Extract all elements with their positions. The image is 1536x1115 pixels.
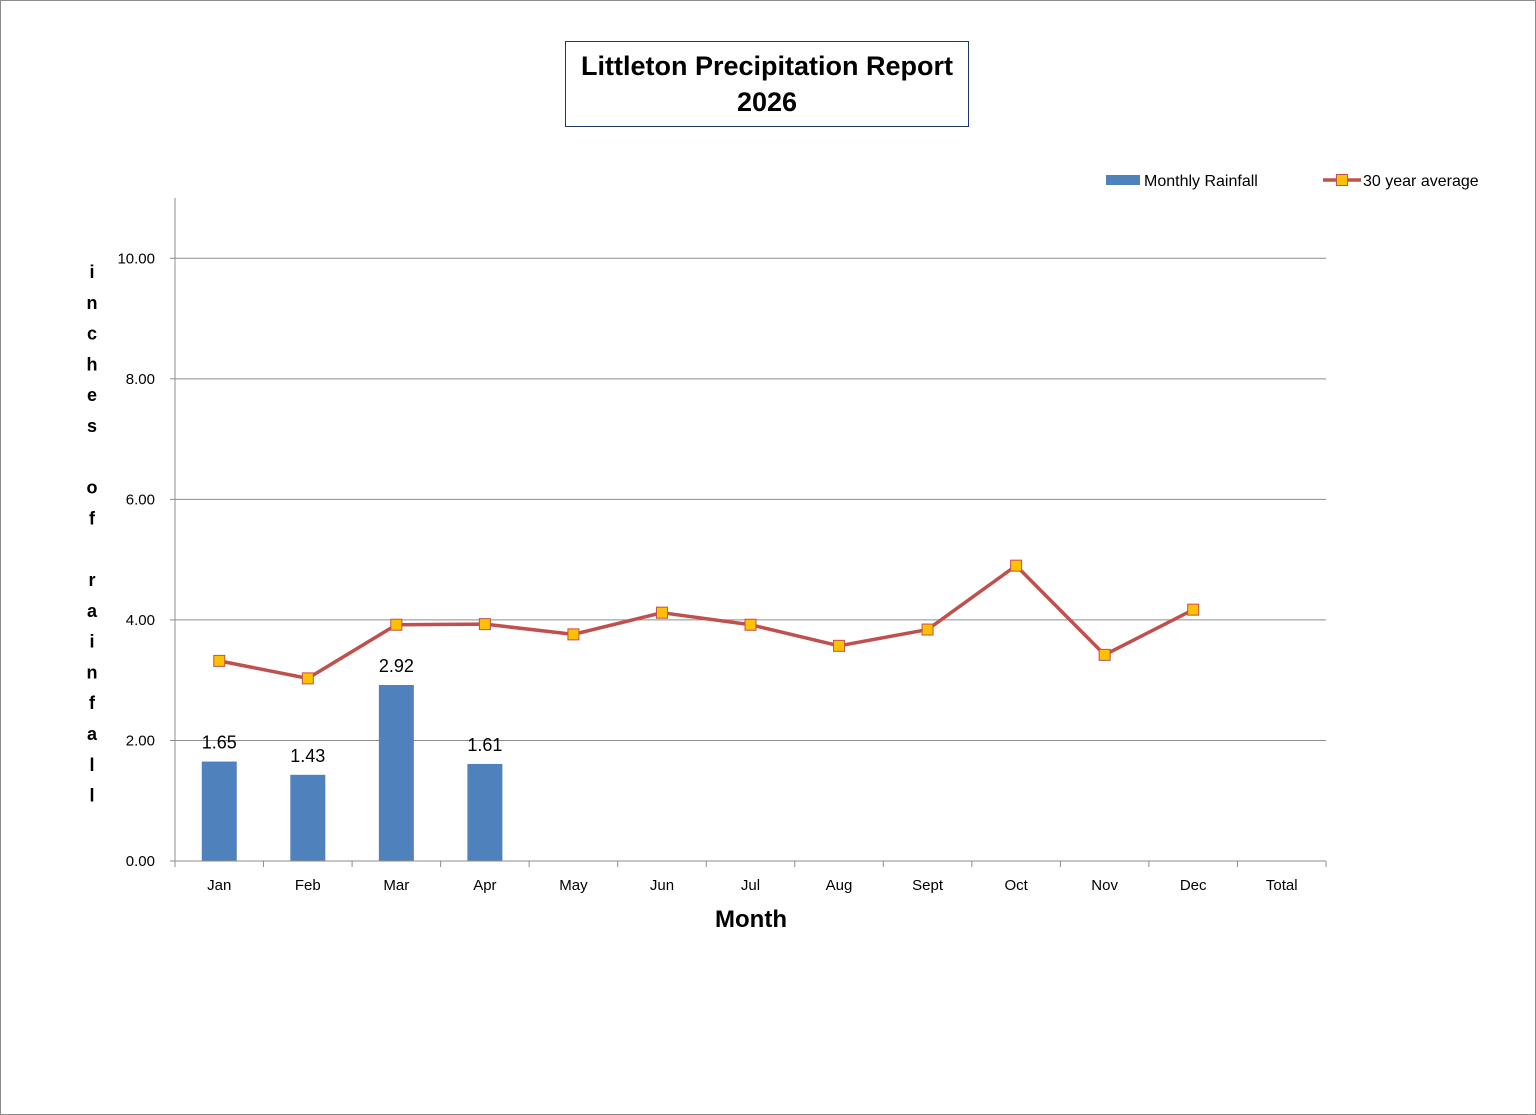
axis-layer xyxy=(170,198,1327,867)
average-marker-mar xyxy=(390,618,403,631)
y-axis-title-char-10: r xyxy=(88,570,95,590)
x-axis-title: Month xyxy=(715,906,787,933)
average-marker-apr xyxy=(478,618,491,631)
average-marker-dec xyxy=(1187,603,1200,616)
chart-title-line-2: 2026 xyxy=(736,87,798,117)
average-marker-aug xyxy=(833,639,846,652)
average-marker-oct xyxy=(1010,559,1023,572)
legend-line-marker xyxy=(1336,174,1348,186)
bar-apr xyxy=(467,763,503,861)
x-tick-label-sept: Sept xyxy=(912,877,944,894)
chart-title-line-1: Littleton Precipitation Report xyxy=(580,51,953,81)
average-marker-feb xyxy=(301,672,314,685)
y-axis-title-char-12: i xyxy=(89,632,94,652)
y-axis-title-char-2: c xyxy=(87,324,97,344)
y-axis-title-char-5: s xyxy=(87,416,97,436)
y-tick-label-4: 8.00 xyxy=(126,371,155,388)
bar-mar xyxy=(378,685,414,861)
data-label-mar: 2.92 xyxy=(379,656,414,676)
y-axis-title-char-1: n xyxy=(87,293,98,313)
legend: Monthly Rainfall 30 year average xyxy=(1106,173,1479,190)
average-marker-nov xyxy=(1098,648,1111,661)
y-tick-label-5: 10.00 xyxy=(117,250,155,267)
y-axis-title-char-15: a xyxy=(87,724,98,744)
y-axis-title-char-8: f xyxy=(89,508,96,528)
average-marker-sept xyxy=(921,623,934,636)
y-axis-title-char-4: e xyxy=(87,385,97,405)
average-marker-jun xyxy=(655,606,668,619)
x-tick-label-jan: Jan xyxy=(207,877,231,894)
bar-feb xyxy=(290,774,326,861)
chart-title-box: Littleton Precipitation Report 2026 xyxy=(565,41,969,127)
x-tick-label-jun: Jun xyxy=(650,877,674,894)
x-tick-label-jul: Jul xyxy=(741,877,760,894)
legend-bar-swatch xyxy=(1106,175,1140,185)
x-tick-label-aug: Aug xyxy=(826,877,853,894)
y-tick-label-3: 6.00 xyxy=(126,491,155,508)
bar-layer xyxy=(201,685,503,861)
line-layer xyxy=(213,559,1200,685)
x-tick-label-nov: Nov xyxy=(1091,877,1118,894)
average-marker-may xyxy=(567,628,580,641)
data-label-apr: 1.61 xyxy=(467,735,502,755)
average-marker-jan xyxy=(213,654,226,667)
x-tick-label-dec: Dec xyxy=(1180,877,1207,894)
y-axis-title-char-0: i xyxy=(89,262,94,282)
y-tick-label-1: 2.00 xyxy=(126,732,155,749)
grid-layer xyxy=(175,257,1326,741)
x-tick-label-total: Total xyxy=(1266,877,1298,894)
y-tick-label-2: 4.00 xyxy=(126,612,155,629)
y-axis-title-char-16: l xyxy=(89,755,94,775)
bar-jan xyxy=(201,761,237,861)
y-axis-title-char-14: f xyxy=(89,693,96,713)
x-tick-label-oct: Oct xyxy=(1004,877,1028,894)
x-tick-label-apr: Apr xyxy=(473,877,496,894)
x-tick-label-feb: Feb xyxy=(295,877,321,894)
y-axis-title-char-11: a xyxy=(87,601,98,621)
x-tick-label-may: May xyxy=(559,877,588,894)
label-layer: 0.00 2.00 4.00 6.00 8.00 10.00 Jan Feb Mar Apr May… xyxy=(117,250,1297,894)
y-axis-title-char-17: l xyxy=(89,786,94,806)
average-marker-jul xyxy=(744,618,757,631)
data-label-feb: 1.43 xyxy=(290,746,325,766)
legend-monthly-rainfall-label: Monthly Rainfall xyxy=(1144,173,1258,190)
legend-30-year-average-label: 30 year average xyxy=(1363,173,1479,190)
x-tick-label-mar: Mar xyxy=(383,877,409,894)
y-axis-title-char-7: o xyxy=(87,478,98,498)
average-line xyxy=(218,563,1194,681)
y-axis-title-char-3: h xyxy=(87,354,98,374)
y-axis-title-char-13: n xyxy=(87,662,98,682)
y-tick-label-0: 0.00 xyxy=(126,853,155,870)
data-label-jan: 1.65 xyxy=(202,733,237,753)
